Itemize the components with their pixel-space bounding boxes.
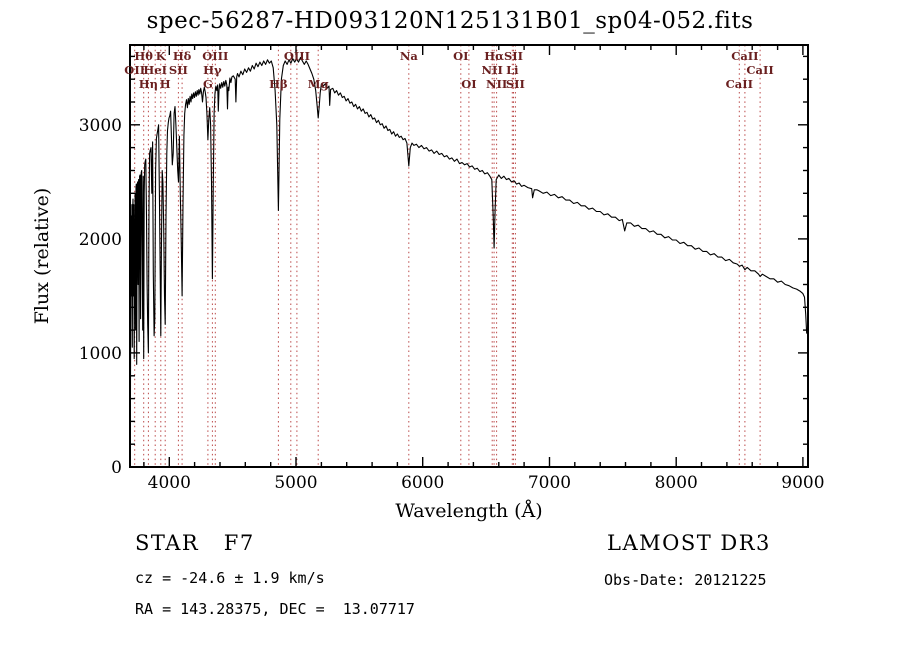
svg-text:2000: 2000 bbox=[79, 230, 122, 250]
svg-text:SII: SII bbox=[506, 77, 525, 91]
svg-text:SII: SII bbox=[504, 49, 523, 63]
svg-text:G: G bbox=[203, 77, 213, 91]
svg-text:SII: SII bbox=[169, 63, 188, 77]
svg-text:CaII: CaII bbox=[726, 77, 753, 91]
spectrum-path bbox=[129, 56, 808, 461]
svg-text:3000: 3000 bbox=[79, 116, 122, 136]
svg-text:OI: OI bbox=[461, 77, 476, 91]
plot-title: spec-56287-HD093120N125131B01_sp04-052.f… bbox=[146, 8, 754, 34]
x-axis-title: Wavelength (Å) bbox=[395, 500, 542, 522]
svg-text:NII: NII bbox=[486, 77, 507, 91]
y-axis-title: Flux (relative) bbox=[31, 188, 53, 325]
svg-text:CaII: CaII bbox=[731, 49, 758, 63]
spectral-line-markers bbox=[134, 45, 761, 467]
coordinates-label: RA = 143.28375, DEC = 13.07717 bbox=[135, 600, 415, 618]
svg-text:9000: 9000 bbox=[781, 473, 824, 493]
svg-text:1000: 1000 bbox=[79, 344, 122, 364]
survey-label: LAMOST DR3 bbox=[607, 531, 771, 555]
svg-text:K: K bbox=[156, 49, 167, 63]
obs-date-label: Obs-Date: 20121225 bbox=[604, 571, 767, 589]
svg-text:Hγ: Hγ bbox=[203, 63, 222, 77]
radial-velocity-label: cz = -24.6 ± 1.9 km/s bbox=[135, 569, 325, 587]
svg-text:Hη: Hη bbox=[139, 77, 158, 91]
svg-text:NII: NII bbox=[482, 63, 503, 77]
classification-label: STAR F7 bbox=[135, 531, 255, 555]
x-tick-labels: 4000 5000 6000 7000 8000 9000 bbox=[148, 473, 825, 493]
svg-text:OIII: OIII bbox=[202, 49, 228, 63]
svg-text:OII: OII bbox=[124, 63, 145, 77]
svg-text:HeI: HeI bbox=[143, 63, 167, 77]
svg-text:Hα: Hα bbox=[484, 49, 504, 63]
plot-frame bbox=[129, 44, 809, 468]
svg-text:OI: OI bbox=[453, 49, 468, 63]
svg-text:8000: 8000 bbox=[655, 473, 698, 493]
svg-text:5000: 5000 bbox=[274, 473, 317, 493]
svg-text:OIII: OIII bbox=[284, 49, 310, 63]
y-tick-labels: 0 1000 2000 3000 bbox=[79, 116, 122, 478]
svg-text:Hβ: Hβ bbox=[269, 77, 288, 91]
svg-text:Hδ: Hδ bbox=[173, 49, 192, 63]
svg-text:CaII: CaII bbox=[746, 63, 773, 77]
svg-text:Hθ: Hθ bbox=[134, 49, 153, 63]
svg-text:4000: 4000 bbox=[148, 473, 191, 493]
svg-text:Na: Na bbox=[400, 49, 419, 63]
svg-text:Li: Li bbox=[506, 63, 519, 77]
svg-text:6000: 6000 bbox=[401, 473, 444, 493]
svg-text:H: H bbox=[160, 77, 171, 91]
svg-text:7000: 7000 bbox=[528, 473, 571, 493]
svg-text:0: 0 bbox=[111, 458, 122, 478]
axis-ticks bbox=[130, 45, 808, 468]
svg-text:Mg: Mg bbox=[308, 77, 329, 91]
